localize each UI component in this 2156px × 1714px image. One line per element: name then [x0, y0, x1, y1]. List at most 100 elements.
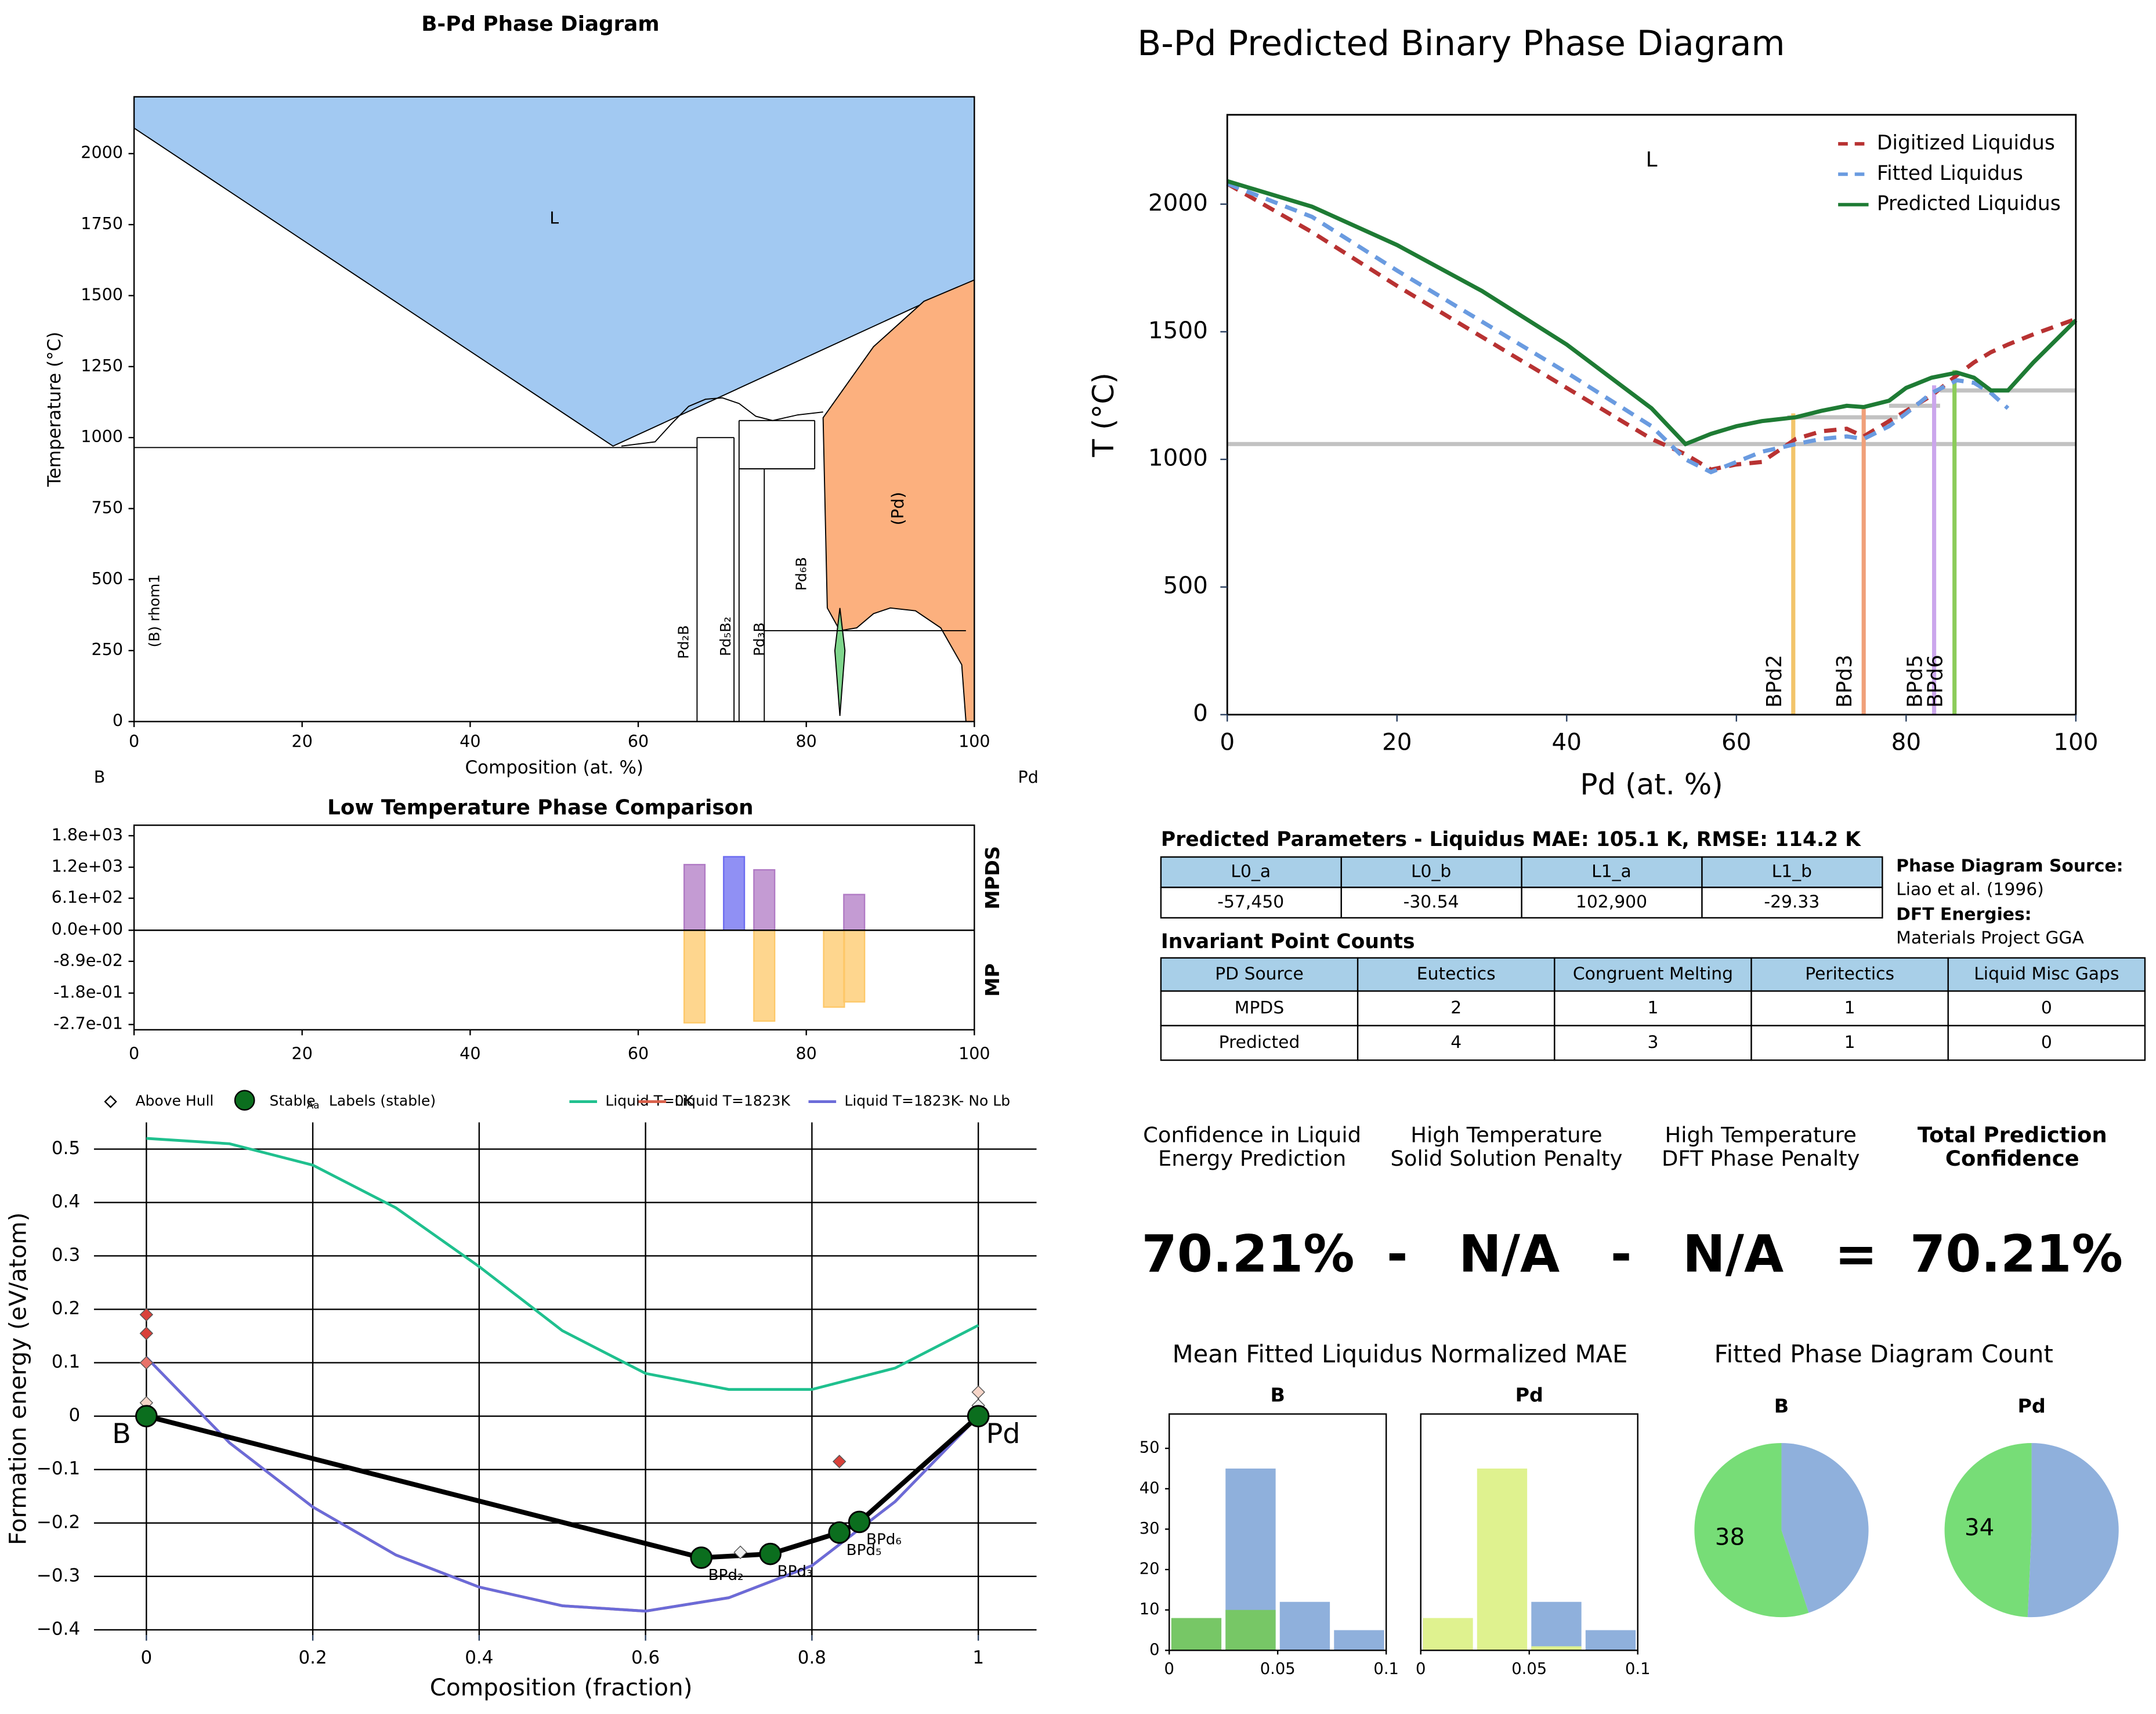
legend-label: Fitted Liquidus — [1877, 162, 2023, 185]
x-tick-label: 0.6 — [631, 1647, 660, 1668]
confidence-header: DFT Phase Penalty — [1662, 1146, 1860, 1171]
y-tick-label: 0.3 — [52, 1245, 80, 1265]
y-tick-label: 1000 — [1148, 444, 1208, 472]
table-header: Peritectics — [1805, 964, 1894, 984]
legend-label: Digitized Liquidus — [1877, 131, 2055, 154]
table-cell — [1160, 1025, 1359, 1061]
hull-label: BPd₃ — [777, 1563, 813, 1581]
confidence-header: Total Prediction — [1918, 1123, 2107, 1148]
end-label: Pd — [1018, 767, 1039, 787]
x-tick-label: 0.05 — [1260, 1660, 1296, 1678]
table-title: Invariant Point Counts — [1161, 930, 1415, 953]
table-cell-text: -30.54 — [1403, 892, 1459, 912]
legend-label: Liquid T=1823K- No Lb — [844, 1093, 1010, 1109]
legend-icon: Aa — [307, 1100, 320, 1111]
confidence-header: High Temperature — [1410, 1123, 1602, 1148]
histogram-bar — [1531, 1646, 1582, 1651]
panel-title: Pd — [2017, 1395, 2045, 1418]
table-cell — [1554, 990, 1752, 1026]
above-hull-point — [139, 1308, 154, 1322]
table-cell — [1750, 957, 1949, 992]
bar — [823, 930, 845, 1008]
x-tick-label: 60 — [628, 731, 649, 751]
stable-point — [967, 1405, 990, 1427]
table-cell-text: 3 — [1647, 1032, 1658, 1053]
confidence-value: - — [1611, 1224, 1632, 1284]
table-cell-text: 0 — [2041, 1032, 2052, 1053]
region-label: L — [549, 208, 559, 227]
y-tick-label: 0 — [1193, 699, 1208, 727]
legend-label: Above Hull — [135, 1093, 214, 1109]
x-tick-label: 0 — [129, 1044, 139, 1064]
table-header: L1_a — [1591, 862, 1632, 882]
bar — [683, 930, 706, 1024]
bar — [723, 856, 746, 931]
x-tick-label: 100 — [958, 1044, 990, 1064]
x-axis-label: Pd (at. %) — [1580, 768, 1723, 801]
section-title: Mean Fitted Liquidus Normalized MAE — [1173, 1340, 1628, 1368]
confidence-value: - — [1387, 1224, 1408, 1284]
histogram-bar — [1171, 1618, 1222, 1651]
x-tick-label: 0.05 — [1511, 1660, 1547, 1678]
table-cell-text: 2 — [1450, 997, 1462, 1018]
hull-label: Pd — [986, 1418, 1021, 1450]
y-tick-label: −0.1 — [37, 1458, 80, 1479]
hull-line — [146, 1413, 980, 1560]
y-tick-label: 0 — [113, 711, 123, 731]
plot-frame — [133, 825, 975, 1030]
above-hull-point — [971, 1385, 985, 1399]
legend-swatch — [234, 1090, 255, 1111]
table-cell-text: -57,450 — [1217, 892, 1284, 912]
hull-label: BPd₅ — [847, 1542, 882, 1559]
y-tick-label: 1750 — [81, 214, 123, 233]
source-label: Phase Diagram Source: — [1896, 856, 2123, 876]
x-tick-label: 60 — [1721, 728, 1752, 756]
x-tick-label: 60 — [628, 1044, 649, 1064]
chart-title: Low Temperature Phase Comparison — [327, 796, 753, 820]
table-cell-text: 4 — [1450, 1032, 1462, 1053]
x-tick-label: 0 — [1220, 728, 1235, 756]
table-header: Eutectics — [1417, 964, 1496, 984]
y-tick-label: -8.9e-02 — [53, 950, 123, 970]
source-label: DFT Energies: — [1896, 905, 2031, 925]
liquid-curve — [145, 1356, 979, 1613]
source-value: Materials Project GGA — [1896, 928, 2084, 948]
x-tick-label: 0.1 — [1625, 1660, 1651, 1678]
series-line — [1226, 182, 2077, 472]
x-tick-label: 80 — [796, 1044, 817, 1064]
y-tick-label: 1.2e+03 — [52, 856, 123, 876]
bar — [753, 869, 776, 931]
pie-label: 34 — [1965, 1513, 1995, 1541]
pie-slice — [2027, 1442, 2119, 1618]
y-tick-label: 500 — [91, 569, 123, 588]
table-cell — [1160, 990, 1359, 1026]
table-cell-text: Predicted — [1219, 1032, 1300, 1053]
table-title: Predicted Parameters - Liquidus MAE: 105… — [1161, 828, 1861, 851]
pie-slice — [1944, 1442, 2032, 1617]
table-header: PD Source — [1215, 964, 1304, 984]
table-header: Liquid Misc Gaps — [1974, 964, 2119, 984]
section-title: Fitted Phase Diagram Count — [1714, 1340, 2053, 1368]
above-hull-point — [139, 1355, 154, 1370]
table-cell — [1340, 887, 1522, 919]
table-header: L0_a — [1231, 862, 1271, 882]
phase-line-label: BPd6 — [1924, 654, 1948, 707]
source-value: Liao et al. (1996) — [1896, 880, 2044, 900]
stable-point — [135, 1405, 158, 1427]
y-tick-label: −0.4 — [37, 1618, 80, 1639]
x-axis-label: Composition (fraction) — [430, 1673, 693, 1701]
region-label: (Pd) — [888, 492, 907, 526]
confidence-header: Confidence — [1945, 1146, 2079, 1171]
chart-title: B-Pd Phase Diagram — [421, 12, 659, 36]
stable-point — [828, 1521, 851, 1544]
table-cell — [1701, 856, 1883, 888]
table-cell — [1554, 1025, 1752, 1061]
liquid-curve — [145, 1356, 979, 1613]
hull-label: BPd₆ — [866, 1531, 902, 1548]
y-tick-label: 0.1 — [52, 1351, 80, 1372]
y-tick-label: 30 — [1140, 1520, 1160, 1538]
phase-label: Pd₂B — [675, 625, 692, 659]
series-line — [1227, 179, 2078, 447]
table-cell — [1701, 887, 1883, 919]
table-cell — [1554, 957, 1752, 992]
